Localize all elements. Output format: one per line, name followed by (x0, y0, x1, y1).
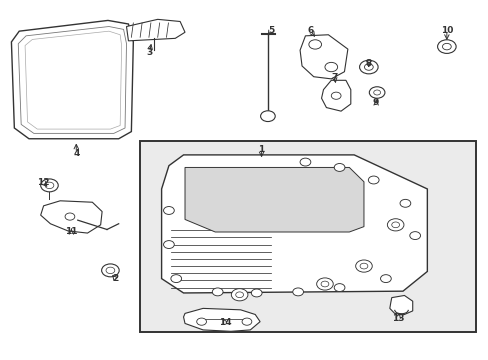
Polygon shape (41, 201, 102, 233)
Circle shape (163, 207, 174, 215)
Circle shape (442, 43, 450, 50)
Text: 1: 1 (258, 145, 264, 154)
Circle shape (300, 158, 310, 166)
Text: 3: 3 (146, 48, 152, 57)
Text: 14: 14 (218, 318, 231, 327)
Circle shape (196, 318, 206, 325)
Text: 8: 8 (365, 59, 371, 68)
Circle shape (391, 222, 399, 228)
Circle shape (359, 60, 377, 74)
Circle shape (106, 267, 115, 274)
Circle shape (386, 219, 403, 231)
Circle shape (367, 176, 378, 184)
Circle shape (373, 90, 380, 95)
Circle shape (251, 289, 262, 297)
Polygon shape (300, 35, 347, 79)
Circle shape (368, 87, 384, 98)
Circle shape (41, 179, 58, 192)
Circle shape (333, 284, 344, 292)
Circle shape (65, 213, 75, 220)
Circle shape (321, 281, 328, 287)
Polygon shape (321, 80, 350, 111)
Polygon shape (183, 309, 260, 331)
Polygon shape (11, 21, 133, 139)
Polygon shape (126, 19, 184, 41)
Circle shape (380, 275, 390, 283)
Circle shape (325, 62, 337, 72)
Text: 9: 9 (372, 98, 379, 107)
Polygon shape (161, 155, 427, 293)
Text: 7: 7 (331, 73, 337, 82)
Circle shape (355, 260, 371, 272)
Circle shape (359, 263, 367, 269)
Circle shape (316, 278, 332, 290)
Text: 4: 4 (73, 149, 79, 158)
Circle shape (102, 264, 119, 277)
Circle shape (242, 318, 251, 325)
Circle shape (333, 163, 344, 171)
Circle shape (45, 182, 54, 189)
Polygon shape (184, 167, 363, 232)
Text: 2: 2 (112, 274, 118, 283)
Text: 13: 13 (391, 314, 404, 323)
Text: 10: 10 (440, 26, 452, 35)
Circle shape (231, 289, 247, 301)
Circle shape (235, 292, 243, 298)
Text: 12: 12 (37, 178, 50, 187)
Polygon shape (389, 296, 412, 315)
Circle shape (170, 275, 181, 283)
Circle shape (163, 240, 174, 248)
Text: 11: 11 (65, 228, 78, 237)
Circle shape (330, 92, 340, 99)
Circle shape (409, 231, 420, 239)
Circle shape (212, 288, 223, 296)
Circle shape (399, 199, 410, 207)
Circle shape (292, 288, 303, 296)
Circle shape (308, 40, 321, 49)
Circle shape (364, 64, 372, 70)
Text: 5: 5 (267, 26, 274, 35)
Circle shape (260, 111, 275, 122)
Circle shape (437, 40, 455, 53)
Bar (140, 140, 475, 332)
Text: 6: 6 (306, 26, 313, 35)
